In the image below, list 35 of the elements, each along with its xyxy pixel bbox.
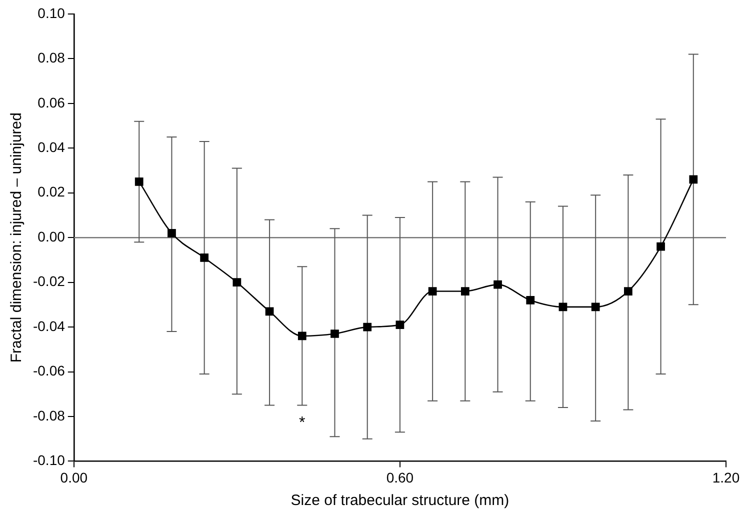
y-tick-label: 0.00: [38, 228, 66, 244]
point: [558, 302, 568, 312]
y-tick-label: -0.08: [32, 407, 66, 424]
y-tick-label: 0.10: [38, 4, 66, 21]
point: [232, 278, 242, 287]
y-tick-label: 0.02: [38, 184, 66, 200]
point: [396, 320, 404, 329]
y-tick-label: 0.08: [38, 50, 66, 66]
point: [591, 302, 600, 312]
point: [168, 228, 176, 238]
y-tick-label: 0.04: [38, 139, 66, 156]
point: [526, 296, 535, 304]
x-tick-label: 0.00: [60, 469, 88, 486]
point: [330, 330, 339, 338]
y-tick-label: -0.02: [32, 273, 66, 290]
point: [265, 307, 274, 316]
annotation: *: [299, 414, 306, 432]
point: [689, 175, 698, 184]
point: [200, 254, 209, 262]
y-tick-label: -0.10: [32, 452, 66, 468]
point: [624, 287, 632, 296]
x-axis-title: Size of trabecular structure (mm): [290, 492, 510, 510]
point: [494, 280, 502, 289]
x-tick-label: 1.20: [712, 469, 740, 486]
y-tick-label: -0.04: [32, 318, 66, 334]
point: [298, 332, 306, 340]
x-tick-label: 0.60: [386, 469, 414, 486]
point: [363, 322, 372, 332]
y-tick-label: 0.06: [38, 94, 66, 110]
point: [428, 287, 437, 296]
y-tick-label: -0.06: [32, 362, 66, 379]
point: [656, 242, 665, 251]
point: [460, 287, 470, 296]
point: [134, 178, 144, 186]
y-axis-title: Fractal dimension: injured – uninjured: [8, 112, 26, 363]
